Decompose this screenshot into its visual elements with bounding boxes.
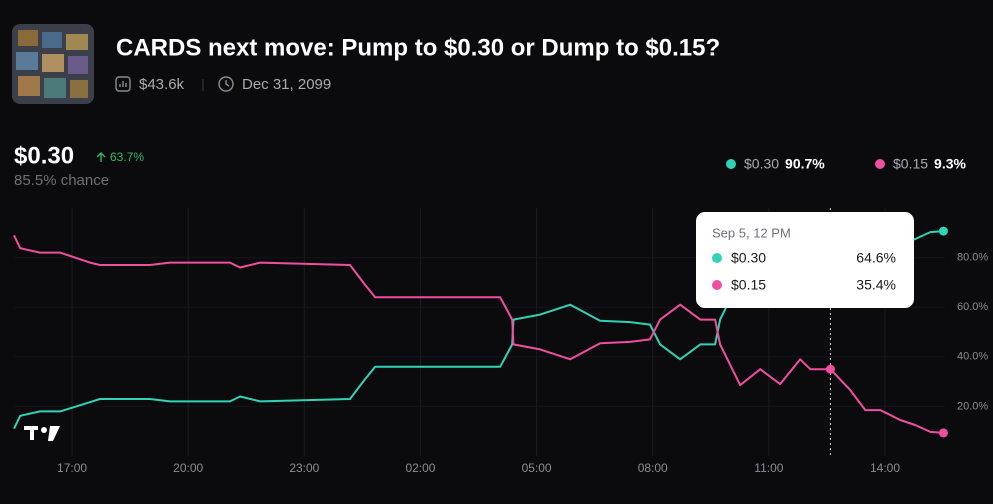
x-tick-label: 20:00	[173, 461, 203, 475]
plot[interactable]: 17:00 20:00 23:00 02:00 05:00 08:00 11:00 14:00…	[13, 208, 988, 475]
legend-name: $0.15	[893, 156, 928, 172]
tooltip-value: 64.6%	[856, 250, 896, 266]
x-tick-label: 02:00	[405, 461, 435, 475]
thumbnail[interactable]	[12, 24, 94, 104]
end-dot	[938, 226, 948, 236]
y-tick-label: 40.0%	[957, 351, 988, 363]
tooltip-swatch	[712, 280, 722, 290]
tooltip-swatch	[712, 253, 722, 263]
x-tick-label: 08:00	[638, 461, 668, 475]
x-tick-label: 17:00	[57, 461, 87, 475]
x-tick-label: 11:00	[754, 461, 783, 475]
x-tick-label: 05:00	[522, 461, 552, 475]
volume-icon	[115, 76, 131, 92]
tooltip-box	[696, 212, 914, 308]
x-tick-label: 23:00	[289, 461, 319, 475]
tooltip-value: 35.4%	[856, 277, 896, 293]
volume: $43.6k	[139, 76, 185, 93]
tooltip: Sep 5, 12 PM $0.30 64.6% $0.15 35.4%	[696, 212, 914, 308]
x-tick-label: 14:00	[870, 461, 900, 475]
legend-value: 90.7%	[785, 156, 825, 172]
legend: $0.30 90.7% $0.15 9.3%	[726, 156, 967, 172]
tooltip-name: $0.15	[731, 277, 766, 293]
market-title: CARDS next move: Pump to $0.30 or Dump t…	[116, 34, 720, 61]
series-line	[13, 234, 944, 434]
price-change: 63.7%	[110, 150, 144, 164]
current-price: $0.30	[14, 142, 74, 169]
chance: 85.5% chance	[14, 172, 109, 189]
tradingview-logo	[24, 426, 60, 441]
end-dot	[938, 428, 948, 438]
y-tick-label: 60.0%	[957, 301, 988, 313]
legend-name: $0.30	[744, 156, 779, 172]
y-tick-label: 80.0%	[957, 252, 988, 264]
legend-value: 9.3%	[934, 156, 966, 172]
clock-icon	[218, 76, 234, 92]
up-arrow	[96, 152, 106, 162]
tooltip-date: Sep 5, 12 PM	[712, 225, 791, 240]
y-tick-label: 20.0%	[957, 400, 988, 412]
legend-swatch	[875, 159, 885, 169]
legend-swatch	[726, 159, 736, 169]
tooltip-name: $0.30	[731, 250, 766, 266]
hover-dot	[825, 364, 835, 374]
end-date: Dec 31, 2099	[242, 76, 331, 93]
